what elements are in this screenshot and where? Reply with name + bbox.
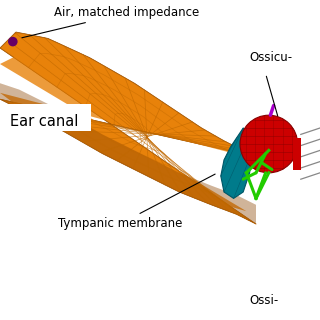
Circle shape <box>240 115 298 173</box>
Text: Tympanic membrane: Tympanic membrane <box>58 174 215 230</box>
Polygon shape <box>0 32 256 224</box>
Polygon shape <box>0 83 256 224</box>
Text: Ossi-: Ossi- <box>250 294 279 307</box>
Text: Air, matched impedance: Air, matched impedance <box>22 6 200 38</box>
Polygon shape <box>221 128 253 198</box>
Circle shape <box>8 37 18 46</box>
Text: Ossicu-: Ossicu- <box>250 51 293 64</box>
Polygon shape <box>0 51 246 211</box>
Bar <box>293 138 301 170</box>
FancyBboxPatch shape <box>5 104 91 131</box>
Text: Ear canal: Ear canal <box>10 114 78 129</box>
